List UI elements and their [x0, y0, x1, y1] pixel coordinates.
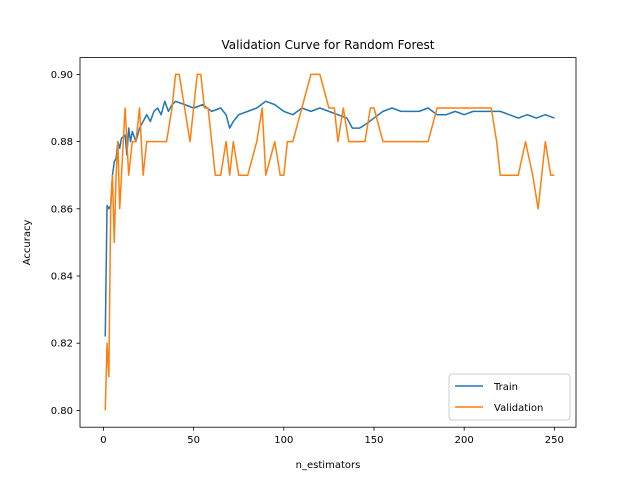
y-tick-label: 0.88: [51, 137, 73, 148]
series-layer: [104, 73, 555, 411]
legend: Train Validation: [448, 373, 571, 421]
x-axis-ticks: 0 50 100 150 200 250: [100, 427, 564, 446]
series-line-validation: [104, 73, 555, 411]
y-axis-ticks: 0.80 0.82 0.84 0.86 0.88 0.90: [51, 70, 80, 417]
x-tick-label: 100: [274, 435, 293, 446]
y-axis-label: Accuracy: [22, 219, 33, 265]
legend-label-train: Train: [493, 382, 518, 393]
series-line-train: [104, 100, 555, 337]
chart-title: Validation Curve for Random Forest: [222, 38, 435, 52]
x-axis-label: n_estimators: [296, 460, 361, 471]
y-tick-label: 0.82: [51, 339, 73, 350]
x-tick-label: 250: [545, 435, 564, 446]
legend-label-validation: Validation: [494, 403, 543, 414]
x-tick-label: 0: [100, 435, 106, 446]
plot-frame: [79, 57, 577, 428]
x-tick-label: 50: [187, 435, 200, 446]
y-tick-label: 0.84: [51, 272, 73, 283]
y-tick-label: 0.80: [51, 406, 73, 417]
x-tick-label: 150: [364, 435, 383, 446]
y-tick-label: 0.86: [51, 204, 73, 215]
x-tick-label: 200: [455, 435, 474, 446]
y-tick-label: 0.90: [51, 70, 73, 81]
